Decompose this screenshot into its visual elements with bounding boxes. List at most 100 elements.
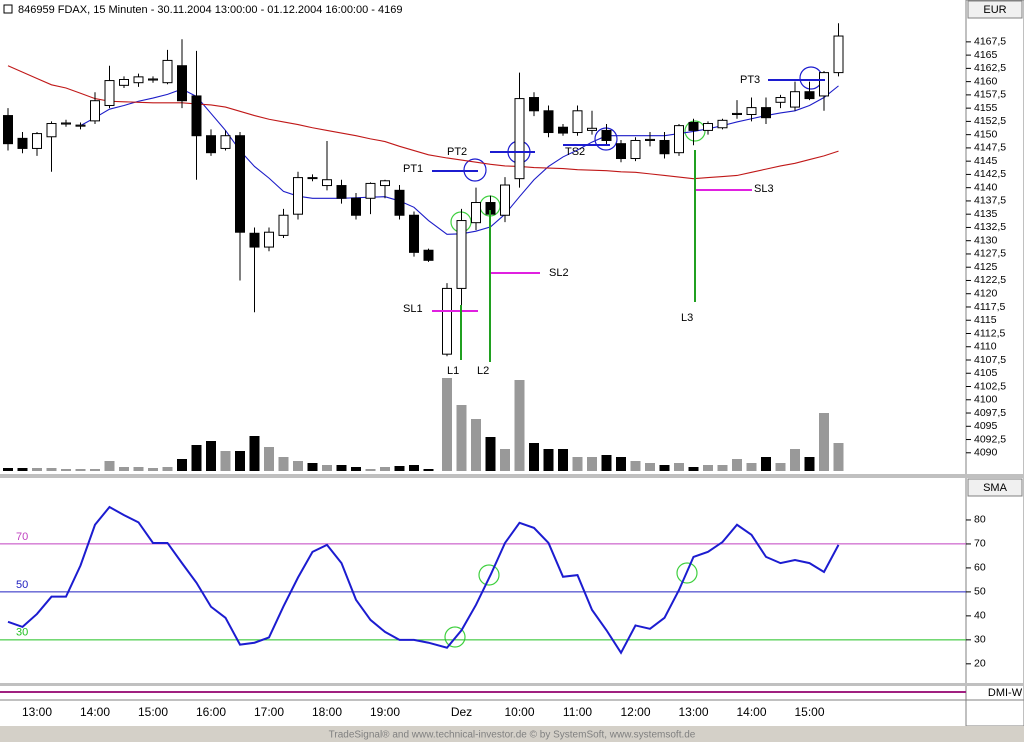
volume-bar — [833, 443, 844, 471]
y-tick-label: 50 — [974, 586, 986, 598]
y-tick-label: 20 — [974, 658, 986, 670]
x-tick-label: 14:00 — [80, 705, 110, 719]
circle — [478, 564, 500, 586]
y-tick-label: 80 — [974, 514, 986, 526]
y-tick-label: 4135 — [974, 208, 998, 220]
volume-bar — [804, 457, 815, 471]
volume-bar — [630, 461, 641, 471]
y-tick-label: 60 — [974, 562, 986, 574]
candle-body — [409, 214, 419, 253]
candle-body — [500, 184, 510, 216]
y-tick-label: 4155 — [974, 102, 998, 114]
volume-bar — [674, 463, 684, 471]
volume-bar — [456, 405, 467, 471]
volume-bar — [659, 465, 670, 471]
candle-body — [394, 189, 405, 216]
candle-body — [587, 127, 597, 131]
volume-bar — [587, 457, 597, 471]
y-tick-label: 4105 — [974, 367, 998, 379]
circle — [444, 626, 466, 648]
footer-bar — [0, 726, 1024, 742]
y-tick-label: 4117,5 — [974, 301, 1005, 313]
volume-bar — [380, 467, 390, 471]
level-label: 70 — [16, 531, 28, 543]
candle-body — [442, 287, 452, 355]
y-tick-label: 4137,5 — [974, 195, 1006, 207]
y-tick-label: 70 — [974, 538, 986, 550]
unit-label: EUR — [983, 4, 1006, 16]
candle-body — [351, 197, 361, 216]
annotation: SL2 — [549, 267, 569, 279]
candle-body — [162, 59, 173, 84]
volume-bar — [307, 463, 318, 471]
y-tick-label: 4162,5 — [974, 62, 1006, 74]
candle-body — [206, 135, 216, 154]
candle-body — [90, 100, 100, 122]
line — [7, 65, 839, 180]
axis-panel — [965, 0, 1024, 727]
candle-body — [543, 110, 554, 134]
y-tick-label: 30 — [974, 634, 986, 646]
candle-body — [75, 124, 86, 127]
candle-body — [674, 125, 684, 154]
volume-bar — [558, 449, 568, 471]
candle-body — [249, 232, 260, 248]
volume-bar — [148, 468, 158, 471]
y-tick-label: 4167,5 — [974, 36, 1006, 48]
level-label: 30 — [16, 627, 28, 639]
volume-bar — [46, 468, 57, 471]
circle — [684, 120, 706, 142]
annotation: TS2 — [565, 146, 585, 158]
x-tick-label: 17:00 — [254, 705, 284, 719]
volume-bar — [703, 465, 713, 471]
y-tick-label: 4150 — [974, 128, 998, 140]
volume-bar — [746, 463, 757, 471]
y-tick-label: 4100 — [974, 394, 998, 406]
annotation: L1 — [447, 365, 459, 377]
volume-bar — [409, 465, 419, 471]
volume-bar — [514, 380, 525, 471]
y-tick-label: 4122,5 — [974, 274, 1006, 286]
y-tick-label: 4095 — [974, 420, 998, 432]
candle-body — [529, 97, 539, 112]
x-tick-label: 15:00 — [794, 705, 824, 719]
candle-body — [819, 72, 829, 97]
y-tick-label: 4107,5 — [974, 354, 1006, 366]
y-tick-label: 4130 — [974, 234, 998, 246]
volume-bar — [645, 463, 655, 471]
y-tick-label: 4142,5 — [974, 168, 1006, 180]
x-tick-label: Dez — [451, 705, 472, 719]
volume-bar — [278, 457, 289, 471]
volume-bar — [394, 466, 405, 471]
candle-body — [3, 115, 13, 145]
volume-bar — [423, 469, 434, 471]
y-tick-label: 4092,5 — [974, 433, 1006, 445]
y-tick-label: 4147,5 — [974, 142, 1006, 154]
volume-bar — [732, 459, 742, 471]
volume-bar — [32, 468, 42, 471]
candle-body — [775, 97, 786, 103]
y-tick-label: 4115 — [974, 314, 997, 326]
indicator-label: SMA — [983, 482, 1008, 494]
volume-bar — [235, 451, 245, 471]
volume-bar — [775, 463, 786, 471]
volume-bar — [133, 467, 144, 471]
candle-body — [804, 91, 815, 100]
y-tick-label: 4110 — [974, 341, 997, 353]
candle-body — [761, 107, 771, 119]
candle-body — [616, 143, 626, 160]
annotation: PT3 — [740, 74, 760, 86]
x-tick-label: 10:00 — [504, 705, 534, 719]
volume-bar — [249, 436, 260, 471]
footer-text: TradeSignal® and www.technical-investor.… — [329, 730, 696, 741]
y-tick-label: 4090 — [974, 447, 998, 459]
volume-bar — [351, 467, 361, 471]
pane-separator — [0, 683, 1024, 686]
volume-bar — [442, 378, 452, 471]
volume-bar — [264, 447, 274, 471]
volume-bar — [17, 468, 28, 471]
y-tick-label: 4132,5 — [974, 221, 1006, 233]
